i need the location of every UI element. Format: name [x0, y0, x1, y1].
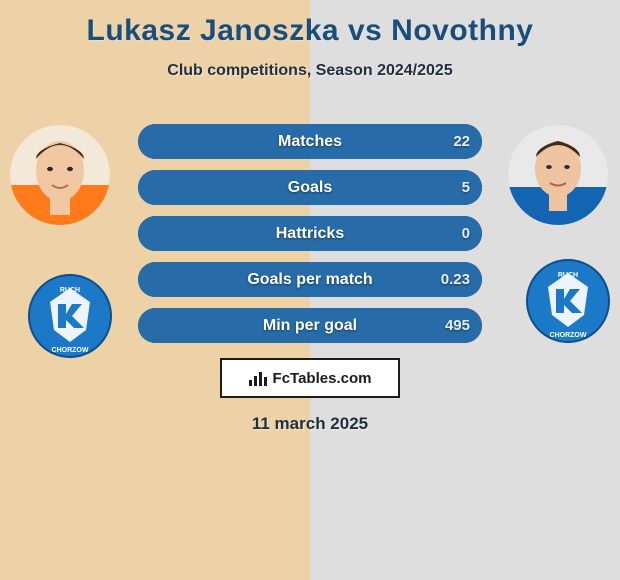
- stat-row: Goals5: [138, 170, 482, 205]
- club-right-bottom-text: CHORZOW: [550, 332, 587, 339]
- stat-label: Min per goal: [138, 317, 482, 335]
- stat-row: Matches22: [138, 124, 482, 159]
- date-label: 11 march 2025: [0, 414, 620, 434]
- player-left-avatar: [10, 125, 110, 225]
- stat-value-right: 495: [445, 317, 470, 334]
- club-badge-right: RUCH CHORZOW: [526, 259, 610, 343]
- stat-label: Goals per match: [138, 271, 482, 289]
- avatar-left-svg: [10, 125, 110, 225]
- club-right-top-text: RUCH: [558, 272, 578, 279]
- stat-row: Min per goal495: [138, 308, 482, 343]
- club-badge-right-svg: RUCH CHORZOW: [526, 259, 610, 343]
- stat-label: Goals: [138, 179, 482, 197]
- stat-row: Goals per match0.23: [138, 262, 482, 297]
- watermark-badge: FcTables.com: [220, 358, 400, 398]
- avatar-right-svg: [508, 125, 608, 225]
- player-right-avatar: [508, 125, 608, 225]
- stat-row: Hattricks0: [138, 216, 482, 251]
- stat-value-right: 0: [462, 225, 470, 242]
- club-badge-left-svg: RUCH CHORZOW: [28, 274, 112, 358]
- content-wrapper: Lukasz Janoszka vs Novothny Club competi…: [0, 0, 620, 580]
- watermark-text: FcTables.com: [273, 370, 372, 387]
- page-subtitle: Club competitions, Season 2024/2025: [0, 62, 620, 80]
- stat-value-right: 0.23: [441, 271, 470, 288]
- stat-value-right: 22: [453, 133, 470, 150]
- stat-label: Hattricks: [138, 225, 482, 243]
- chart-bars-icon: [249, 370, 267, 386]
- stats-panel: Matches22 Goals5 Hattricks0 Goals per match…: [138, 124, 482, 354]
- club-badge-left: RUCH CHORZOW: [28, 274, 112, 358]
- stat-value-right: 5: [462, 179, 470, 196]
- club-left-top-text: RUCH: [60, 287, 80, 294]
- stat-label: Matches: [138, 133, 482, 151]
- page-title: Lukasz Janoszka vs Novothny: [0, 0, 620, 48]
- club-left-bottom-text: CHORZOW: [52, 347, 89, 354]
